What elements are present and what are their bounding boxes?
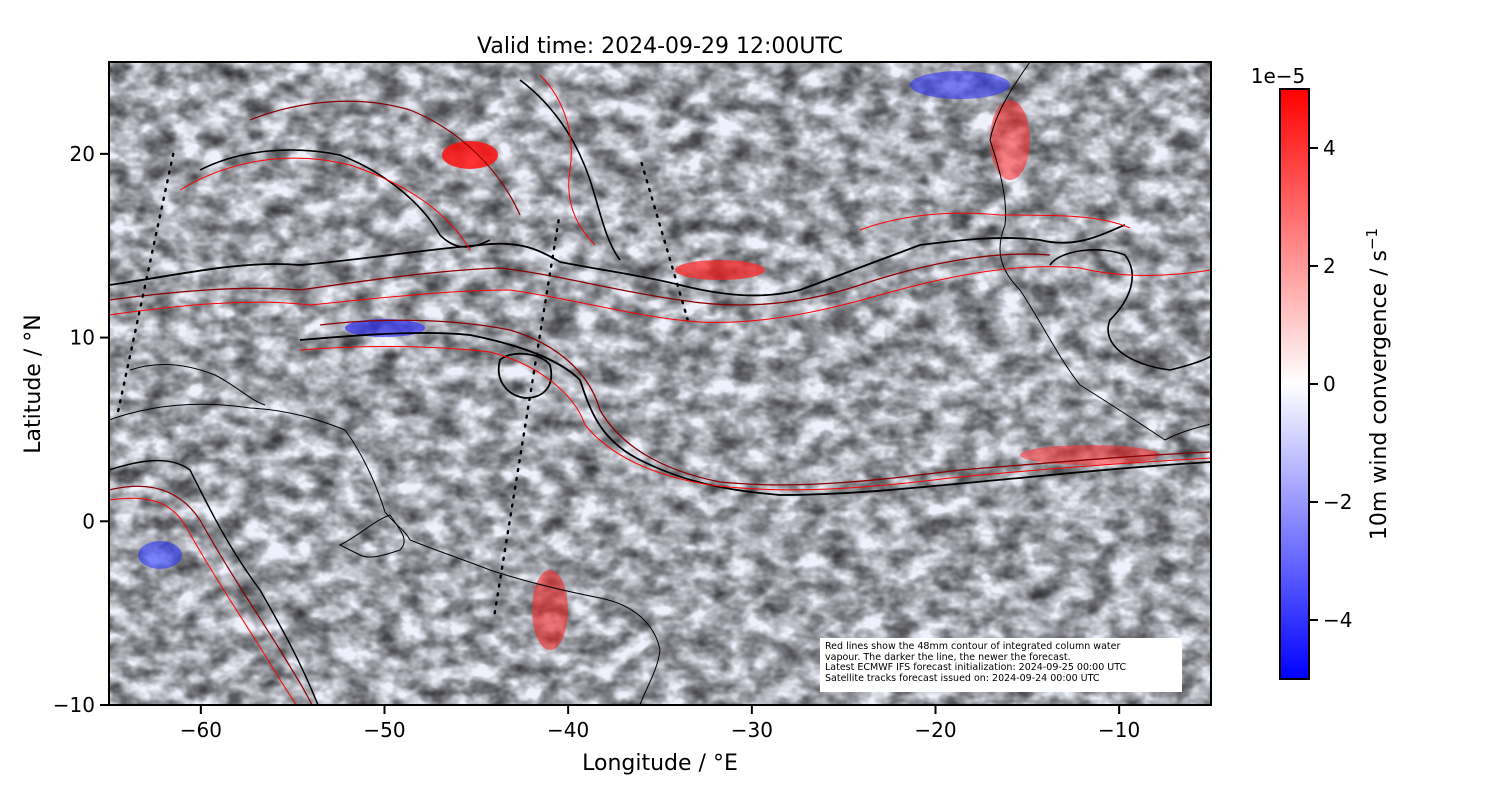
x-tick-label: −10 xyxy=(1098,718,1140,742)
coastline-south-america xyxy=(109,403,661,705)
x-tick-label: −60 xyxy=(180,718,222,742)
x-tick-label: −20 xyxy=(914,718,956,742)
satellite-track-north xyxy=(640,161,689,321)
convergence-maximum xyxy=(442,141,498,169)
contour-newest-6 xyxy=(519,79,621,261)
colorbar-label: 10m wind convergence / s−1 xyxy=(1363,228,1392,540)
y-axis-label: Latitude / °N xyxy=(21,314,46,453)
contour-old-3 xyxy=(179,157,471,251)
colorbar-tick-label: 2 xyxy=(1323,254,1336,278)
y-axis: −10 0 10 20 xyxy=(53,142,109,717)
y-tick-label: 20 xyxy=(70,142,95,166)
contour-newest-2 xyxy=(299,332,1211,496)
satellite-track-east xyxy=(493,216,561,615)
contour-mid-4 xyxy=(109,485,313,705)
annotation-line-2: vapour. The darker the line, the newer t… xyxy=(825,651,1071,663)
contour-mid-3 xyxy=(249,100,521,216)
contour-layer xyxy=(109,62,1211,705)
contour-old-5 xyxy=(109,497,297,705)
heatmap-field xyxy=(109,62,1211,705)
contour-mid-1 xyxy=(109,253,1051,306)
colorbar-scale-label: 1e−5 xyxy=(1251,64,1306,88)
divergence-north xyxy=(910,71,1010,99)
contour-newest-5 xyxy=(1049,249,1211,371)
annotation-line-1: Red lines show the 48mm contour of integ… xyxy=(825,641,1121,652)
x-axis: −60 −50 −40 −30 −20 −10 xyxy=(180,705,1140,742)
y-tick-label: −10 xyxy=(53,693,95,717)
contour-old-4 xyxy=(539,74,596,246)
colorbar xyxy=(1279,88,1310,680)
chart-title: Valid time: 2024-09-29 12:00UTC xyxy=(477,34,843,59)
coastline-africa xyxy=(989,62,1211,441)
plot-frame xyxy=(108,61,1212,706)
colorbar-label-exponent: −1 xyxy=(1363,228,1381,250)
contour-old-1 xyxy=(109,266,1211,323)
y-tick-label: 10 xyxy=(70,326,95,350)
coastline-caribbean xyxy=(129,364,266,406)
contour-old-2 xyxy=(299,345,1211,491)
colorbar-tick-label: 0 xyxy=(1323,372,1336,396)
contour-newest-4 xyxy=(199,149,491,248)
colorbar-tick-label: −2 xyxy=(1323,490,1352,514)
y-tick-label: 0 xyxy=(82,509,95,533)
x-tick-label: −30 xyxy=(731,718,773,742)
contour-mid-2 xyxy=(319,319,1211,486)
coastline-amazon-delta xyxy=(338,514,405,558)
convergence-itcz xyxy=(1020,445,1160,465)
contour-old-6 xyxy=(859,212,1131,231)
divergence-southwest xyxy=(138,541,182,569)
contour-newest-7 xyxy=(109,459,319,705)
x-tick-label: −50 xyxy=(363,718,405,742)
convergence-south xyxy=(532,570,568,650)
colorbar-tick-label: −4 xyxy=(1323,608,1352,632)
colorbar-tick-label: 4 xyxy=(1323,136,1336,160)
annotation-line-3: Latest ECMWF IFS forecast initialization… xyxy=(825,662,1127,673)
colorbar-label-text: 10m wind convergence / s xyxy=(1367,250,1392,540)
satellite-track-west xyxy=(116,152,175,413)
x-tick-label: −40 xyxy=(547,718,589,742)
convergence-band xyxy=(675,260,765,280)
convergence-coast xyxy=(990,100,1030,180)
x-axis-label: Longitude / °E xyxy=(582,751,738,776)
annotation-line-4: Satellite tracks forecast issued on: 202… xyxy=(825,672,1100,684)
contour-newest-3 xyxy=(497,352,553,399)
contour-newest-1 xyxy=(109,224,1126,297)
annotation-box: Red lines show the 48mm contour of integ… xyxy=(820,638,1182,692)
satellite-tracks xyxy=(116,152,689,615)
colorbar-ticks: −4 −2 0 2 4 xyxy=(1309,136,1352,632)
